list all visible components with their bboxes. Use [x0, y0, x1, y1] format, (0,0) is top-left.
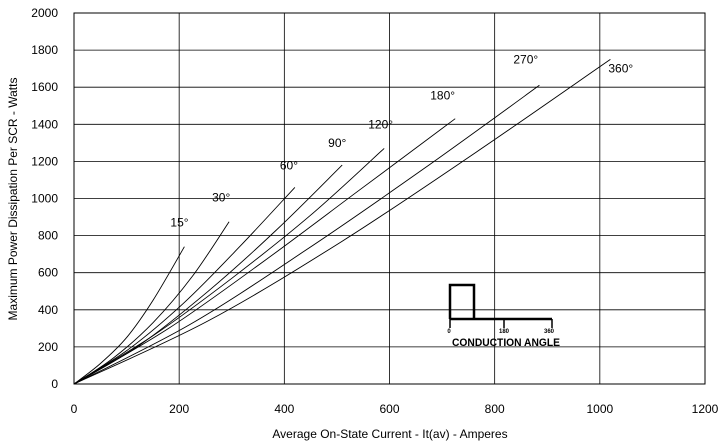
- plot-frame: [73, 12, 706, 385]
- y-tick-label: 400: [38, 303, 58, 317]
- curve-line-3: [73, 187, 296, 385]
- curve-line-2: [73, 221, 230, 385]
- y-tick-label: 1800: [31, 43, 58, 57]
- conduction-angle-inset: 0 180 360 CONDUCTION ANGLE: [447, 283, 560, 349]
- conduction-waveform: [448, 283, 552, 321]
- x-tick-label: 1000: [586, 402, 613, 416]
- y-tick-label: 200: [38, 340, 58, 354]
- curve-label-8: 360°: [608, 61, 633, 75]
- x-tick-label: 200: [169, 402, 189, 416]
- x-tick-label: 400: [274, 402, 294, 416]
- x-tick-label: 600: [379, 402, 399, 416]
- inset-tick-180: 180: [499, 329, 510, 335]
- y-tick-labels: 0 200 400 600 800 1000 1200 1400 1600 1800 2000: [31, 6, 58, 391]
- curve-label-1: 15°: [170, 216, 188, 230]
- inset-tick-0: 0: [447, 329, 451, 335]
- x-tick-label: 0: [71, 402, 78, 416]
- curve-line-8: [73, 59, 611, 385]
- inset-tick-360: 360: [544, 329, 555, 335]
- curve-label-6: 180°: [430, 89, 455, 103]
- curve-label-2: 30°: [212, 191, 230, 205]
- y-tick-label: 1000: [31, 192, 58, 206]
- curve-line-1: [73, 246, 185, 385]
- curve-label-4: 90°: [328, 136, 346, 150]
- curve-line-5: [73, 148, 385, 385]
- y-tick-label: 800: [38, 229, 58, 243]
- x-tick-label: 800: [485, 402, 505, 416]
- curve-labels: 15° 30° 60° 90° 120° 180° 270° 360°: [170, 52, 633, 229]
- curve-line-7: [73, 84, 540, 385]
- y-axis-title: Maximum Power Dissipation Per SCR - Watt…: [6, 78, 20, 321]
- y-tick-label: 2000: [31, 6, 58, 20]
- y-tick-label: 600: [38, 266, 58, 280]
- curve-line-6: [73, 118, 456, 385]
- x-axis-title: Average On-State Current - It(av) - Ampe…: [272, 427, 507, 441]
- curves: [73, 59, 611, 385]
- y-tick-label: 1400: [31, 117, 58, 131]
- conduction-angle-label: CONDUCTION ANGLE: [452, 337, 560, 349]
- y-tick-label: 1600: [31, 80, 58, 94]
- curve-label-7: 270°: [513, 52, 538, 66]
- curve-label-3: 60°: [280, 158, 298, 172]
- grid: [74, 13, 705, 384]
- x-tick-label: 1200: [692, 402, 719, 416]
- inset-scale-ticks: [449, 319, 553, 328]
- y-tick-label: 1200: [31, 154, 58, 168]
- curve-label-5: 120°: [368, 117, 393, 131]
- x-tick-labels: 0 200 400 600 800 1000 1200: [71, 402, 719, 416]
- y-tick-label: 0: [51, 377, 58, 391]
